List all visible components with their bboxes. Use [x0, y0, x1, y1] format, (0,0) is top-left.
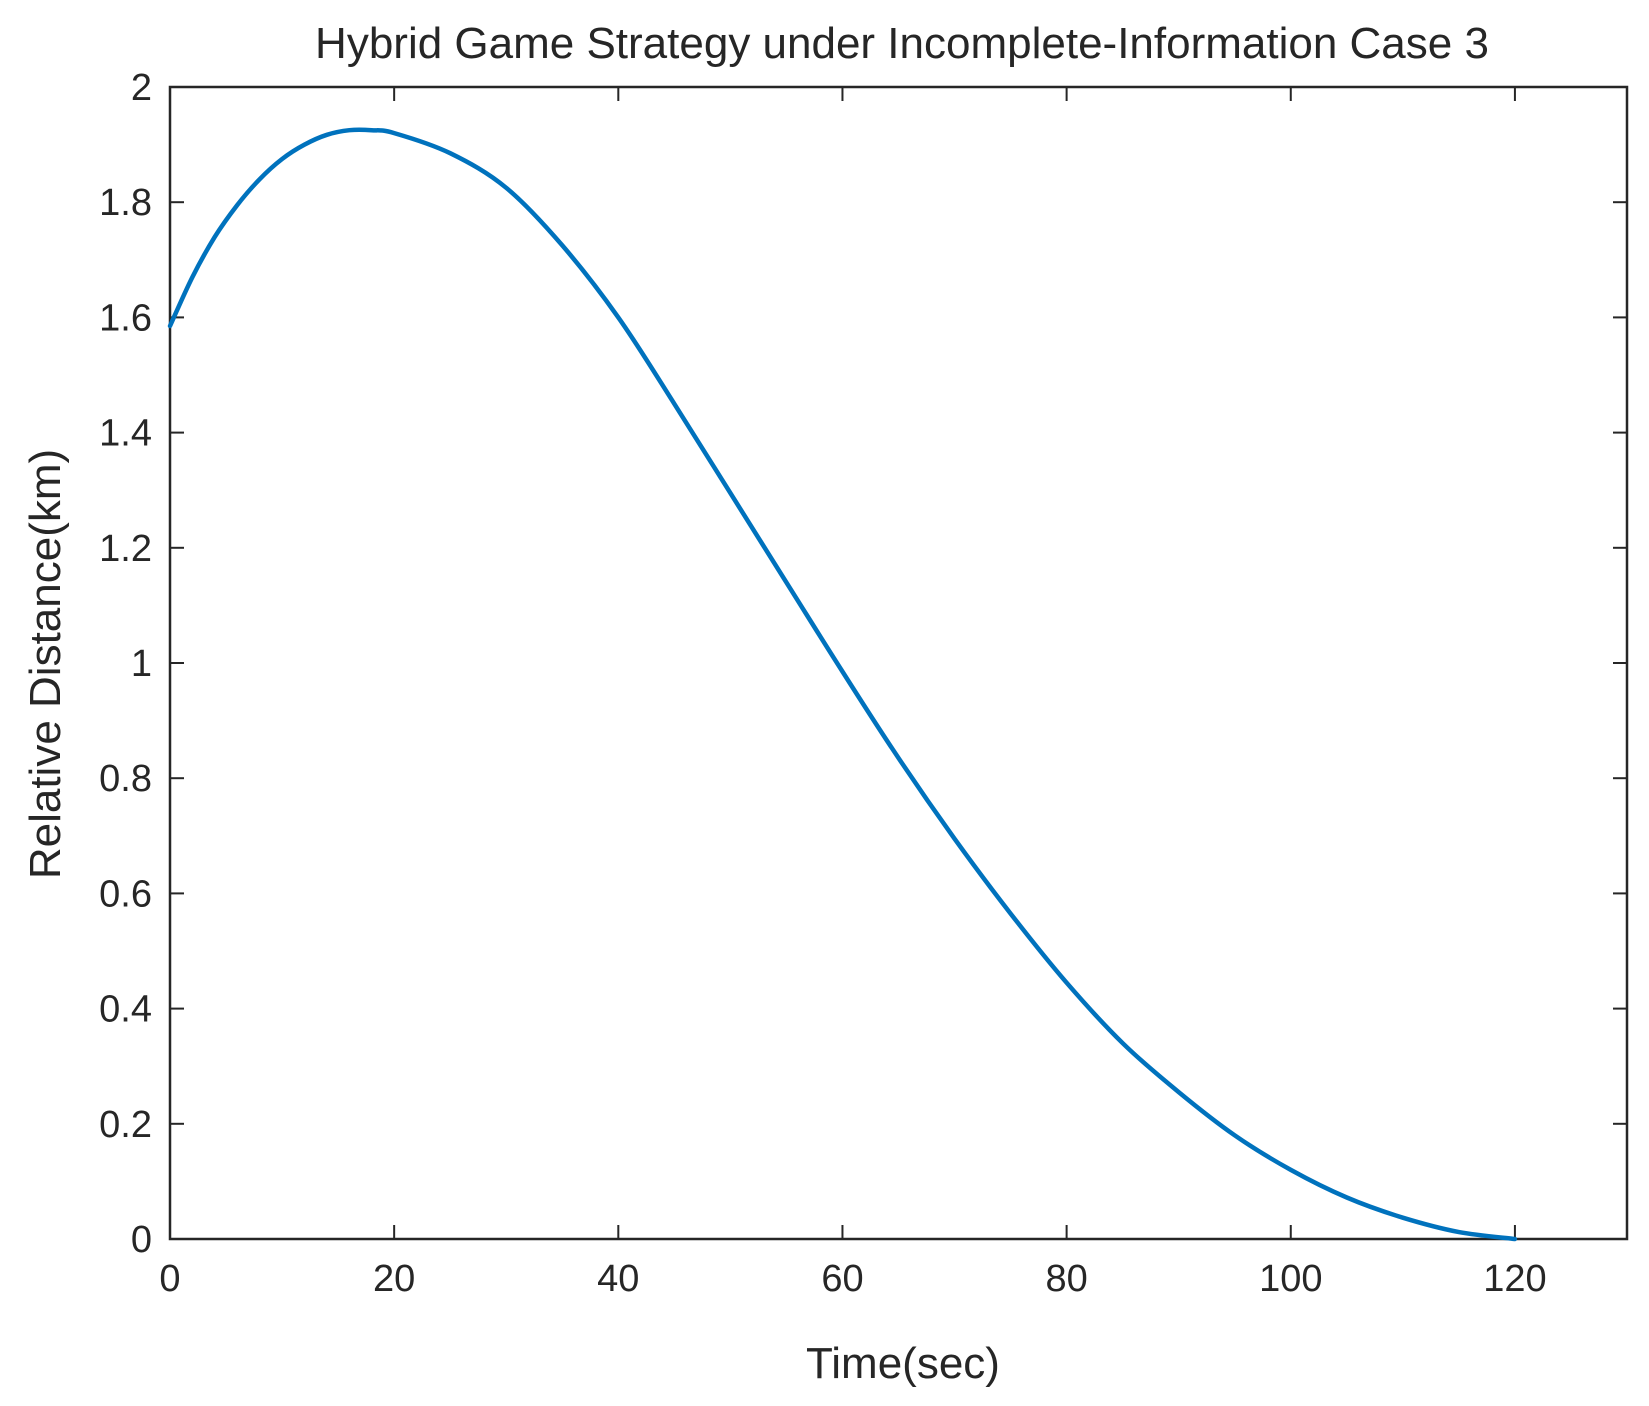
y-tick-label: 1.4	[99, 413, 152, 455]
x-tick-label: 20	[373, 1258, 415, 1300]
x-tick-label: 100	[1259, 1258, 1322, 1300]
x-tick-label: 120	[1483, 1258, 1546, 1300]
y-tick-label: 0.2	[99, 1104, 152, 1146]
y-tick-label: 0.8	[99, 758, 152, 800]
x-tick-label: 60	[821, 1258, 863, 1300]
y-axis-ticks: 0 0.2 0.4 0.6 0.8 1 1.2 1.4 1.6 1.8 2	[99, 67, 1627, 1261]
x-axis-label: Time(sec)	[806, 1339, 1000, 1388]
chart-title: Hybrid Game Strategy under Incomplete-In…	[315, 19, 1489, 68]
y-tick-label: 0	[131, 1219, 152, 1261]
x-tick-label: 0	[159, 1258, 180, 1300]
y-axis-label: Relative Distance(km)	[21, 449, 70, 879]
series-layer	[167, 127, 1518, 1242]
y-tick-label: 1.2	[99, 528, 152, 570]
x-tick-label: 80	[1045, 1258, 1087, 1300]
plot-area	[168, 85, 1629, 1241]
y-tick-label: 0.6	[99, 873, 152, 915]
series-line	[167, 127, 1518, 1242]
y-tick-label: 0.4	[99, 989, 152, 1031]
y-tick-label: 2	[131, 67, 152, 109]
y-tick-label: 1.8	[99, 182, 152, 224]
x-tick-label: 40	[597, 1258, 639, 1300]
x-axis-ticks: 0 20 40 60 80 100 120	[159, 87, 1547, 1300]
y-tick-label: 1	[131, 643, 152, 685]
y-tick-label: 1.6	[99, 297, 152, 339]
